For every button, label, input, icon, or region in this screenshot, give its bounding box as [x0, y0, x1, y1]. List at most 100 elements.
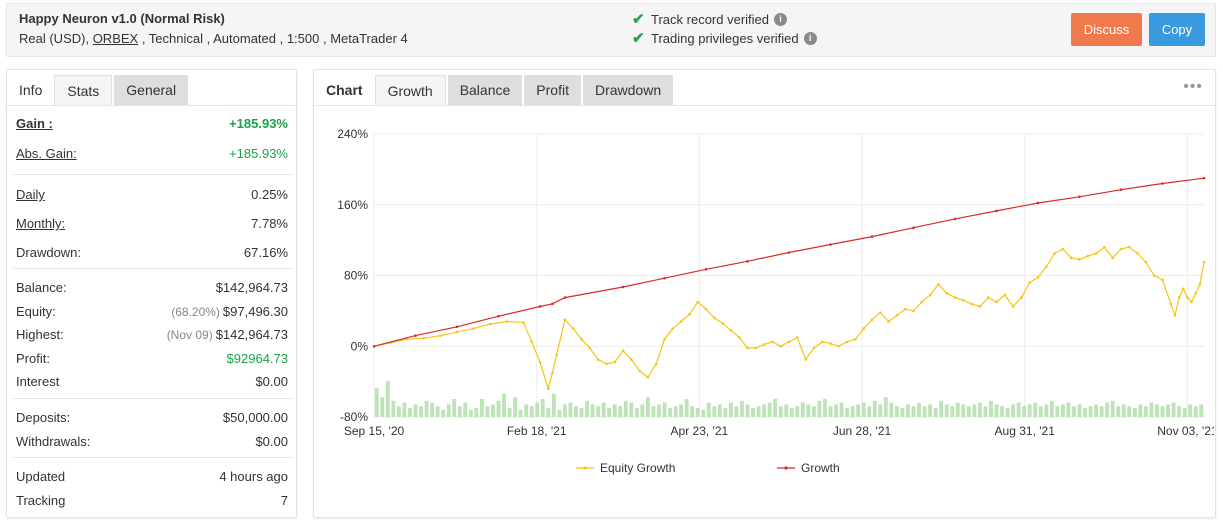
y-tick-label: 80%	[344, 269, 368, 283]
volume-bar	[834, 404, 838, 417]
y-tick-label: 240%	[337, 127, 368, 141]
copy-button[interactable]: Copy	[1149, 13, 1205, 46]
volume-bar	[457, 406, 462, 417]
volume-bar	[839, 402, 844, 417]
stat-tracking: Tracking 7	[16, 493, 288, 513]
tab-general[interactable]: General	[114, 75, 189, 105]
x-tick-label: Sep 15, '20	[344, 424, 405, 438]
volume-bar	[861, 402, 866, 417]
tab-stats[interactable]: Stats	[54, 75, 113, 105]
tab-growth[interactable]: Growth	[374, 75, 446, 105]
volume-bar	[1066, 402, 1071, 417]
volume-bar	[596, 406, 601, 417]
volume-bar	[446, 404, 451, 417]
monthly-label[interactable]: Monthly:	[16, 216, 66, 231]
volume-bar	[396, 406, 401, 417]
equity-label: Equity:	[16, 304, 56, 319]
equity-growth-point	[754, 346, 758, 350]
volume-bar	[540, 399, 545, 417]
growth-point	[746, 260, 749, 263]
drawdown-value: 67.16%	[243, 245, 288, 260]
volume-bar	[1193, 406, 1198, 417]
account-type: Real (USD),	[19, 31, 93, 46]
volume-bar	[601, 402, 606, 417]
equity-growth-point	[605, 362, 608, 366]
equity-growth-point	[986, 296, 990, 299]
highest-label: Highest:	[16, 327, 64, 342]
volume-bar	[618, 406, 623, 417]
stat-deposits: Deposits: $50,000.00	[16, 410, 288, 430]
volume-bar	[778, 406, 783, 417]
volume-bar	[1110, 400, 1115, 417]
tab-drawdown[interactable]: Drawdown	[582, 75, 674, 105]
volume-bar	[767, 402, 772, 417]
equity-growth-point	[630, 358, 633, 361]
volume-bar	[906, 404, 910, 417]
legend-swatch-dot	[583, 466, 587, 470]
daily-label[interactable]: Daily	[16, 187, 45, 202]
system-subtitle: Real (USD), ORBEX , Technical , Automate…	[19, 31, 408, 46]
equity-growth-point	[1061, 247, 1065, 251]
volume-bar	[795, 406, 800, 417]
x-tick-label: Apr 23, '21	[671, 424, 729, 438]
equity-growth-point	[1181, 287, 1185, 291]
volume-bar	[1160, 406, 1165, 417]
legend-label: Growth	[801, 461, 840, 475]
info-icon[interactable]: i	[803, 31, 817, 45]
volume-bar	[983, 406, 988, 417]
more-dots-icon[interactable]: •••	[1183, 78, 1203, 95]
volume-bar	[972, 404, 977, 417]
tab-info[interactable]: Info	[7, 75, 55, 105]
y-tick-label: -80%	[340, 410, 368, 424]
tab-balance[interactable]: Balance	[447, 75, 523, 105]
volume-bar	[524, 404, 529, 417]
volume-bar	[1005, 408, 1010, 417]
volume-bar	[623, 400, 628, 417]
volume-bar	[579, 408, 584, 417]
stats-tabs: Info Stats General	[7, 70, 296, 106]
volume-bar	[1060, 404, 1065, 417]
equity-growth-point	[854, 337, 857, 341]
volume-bar	[385, 381, 390, 417]
legend-label: Equity Growth	[600, 461, 675, 475]
volume-bar	[1049, 400, 1054, 417]
info-icon[interactable]: i	[774, 12, 787, 26]
gain-label[interactable]: Gain :	[16, 116, 53, 131]
volume-bar	[1132, 408, 1137, 417]
equity-growth-point	[1045, 265, 1048, 268]
abs-gain-label[interactable]: Abs. Gain:	[16, 146, 77, 161]
volume-bar	[391, 400, 396, 417]
broker-link[interactable]: ORBEX	[92, 31, 139, 46]
equity-growth-point	[746, 346, 749, 350]
volume-bar	[1121, 404, 1126, 417]
tab-chart[interactable]: Chart	[314, 75, 375, 105]
discuss-button[interactable]: Discuss	[1071, 13, 1142, 46]
equity-value: (68.20%) $97,496.30	[171, 304, 288, 319]
volume-bar	[728, 402, 733, 417]
volume-bar	[1171, 402, 1176, 417]
volume-bar	[402, 402, 407, 417]
equity-growth-point	[522, 321, 525, 324]
growth-point	[455, 325, 459, 329]
volume-bar	[513, 397, 518, 417]
volume-bar	[823, 399, 827, 417]
volume-bar	[502, 393, 506, 417]
volume-bar	[562, 404, 567, 417]
equity-growth-point	[596, 358, 600, 361]
volume-bar	[408, 408, 412, 417]
volume-bar	[1027, 404, 1032, 417]
deposits-label: Deposits:	[16, 410, 71, 425]
equity-growth-point	[903, 307, 907, 311]
growth-point	[551, 302, 554, 306]
equity-growth-point	[1011, 305, 1015, 308]
stat-daily: Daily 0.25%	[16, 187, 288, 207]
volume-bar	[883, 397, 888, 417]
volume-bar	[1022, 406, 1027, 417]
volume-bar	[441, 409, 446, 417]
volume-bar	[856, 404, 861, 417]
growth-point	[870, 235, 874, 238]
volume-bar	[917, 402, 921, 417]
equity-growth-point	[1094, 252, 1098, 255]
tab-profit[interactable]: Profit	[524, 75, 581, 105]
volume-bar	[961, 404, 966, 417]
